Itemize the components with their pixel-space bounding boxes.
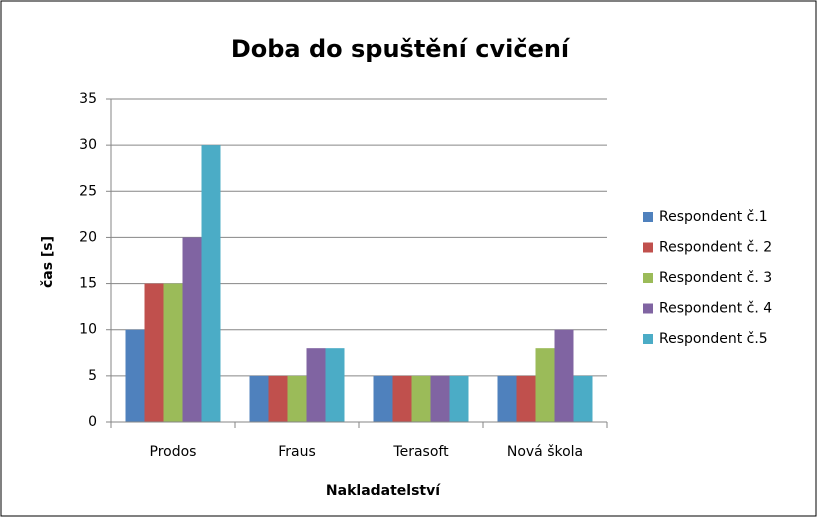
bar (516, 375, 536, 422)
bar (411, 375, 431, 422)
legend-swatch (643, 242, 653, 253)
bar (144, 283, 164, 422)
bar (182, 237, 202, 422)
chart-title: Doba do spuštění cvičení (231, 35, 571, 63)
y-tick-label: 0 (88, 414, 97, 430)
bar (201, 145, 221, 422)
x-tick-label: Nová škola (507, 444, 583, 460)
y-tick-label: 10 (79, 322, 97, 338)
legend-label: Respondent č.1 (659, 209, 768, 225)
x-tick-label: Terasoft (392, 444, 449, 460)
x-tick-label: Fraus (278, 444, 316, 460)
y-tick-label: 5 (88, 368, 97, 384)
bar (125, 329, 145, 422)
bar (535, 348, 555, 422)
legend-swatch (643, 273, 653, 283)
legend-label: Respondent č.5 (659, 331, 768, 347)
y-tick-label: 25 (79, 183, 97, 199)
y-tick-label: 15 (79, 276, 97, 292)
bar (449, 375, 469, 422)
legend-swatch (643, 334, 653, 344)
legend-label: Respondent č. 2 (659, 240, 772, 256)
bar (373, 375, 393, 422)
bar (268, 375, 288, 422)
legend-swatch (643, 303, 653, 314)
bar (573, 375, 593, 422)
bar (249, 375, 269, 422)
legend-label: Respondent č. 4 (659, 301, 772, 317)
bar (163, 283, 183, 422)
bar (392, 375, 412, 422)
y-tick-label: 30 (79, 137, 97, 153)
legend-label: Respondent č. 3 (659, 270, 772, 286)
bar (306, 348, 326, 422)
x-axis-label: Nakladatelství (326, 483, 441, 499)
y-tick-label: 20 (79, 229, 97, 245)
bar (497, 375, 517, 422)
y-tick-label: 35 (79, 91, 97, 107)
legend-swatch (643, 212, 653, 222)
x-tick-label: Prodos (150, 444, 197, 460)
bar (554, 329, 574, 422)
y-axis-label: čas [s] (40, 236, 56, 288)
bar (287, 375, 307, 422)
bar (325, 348, 345, 422)
bar (430, 375, 450, 422)
